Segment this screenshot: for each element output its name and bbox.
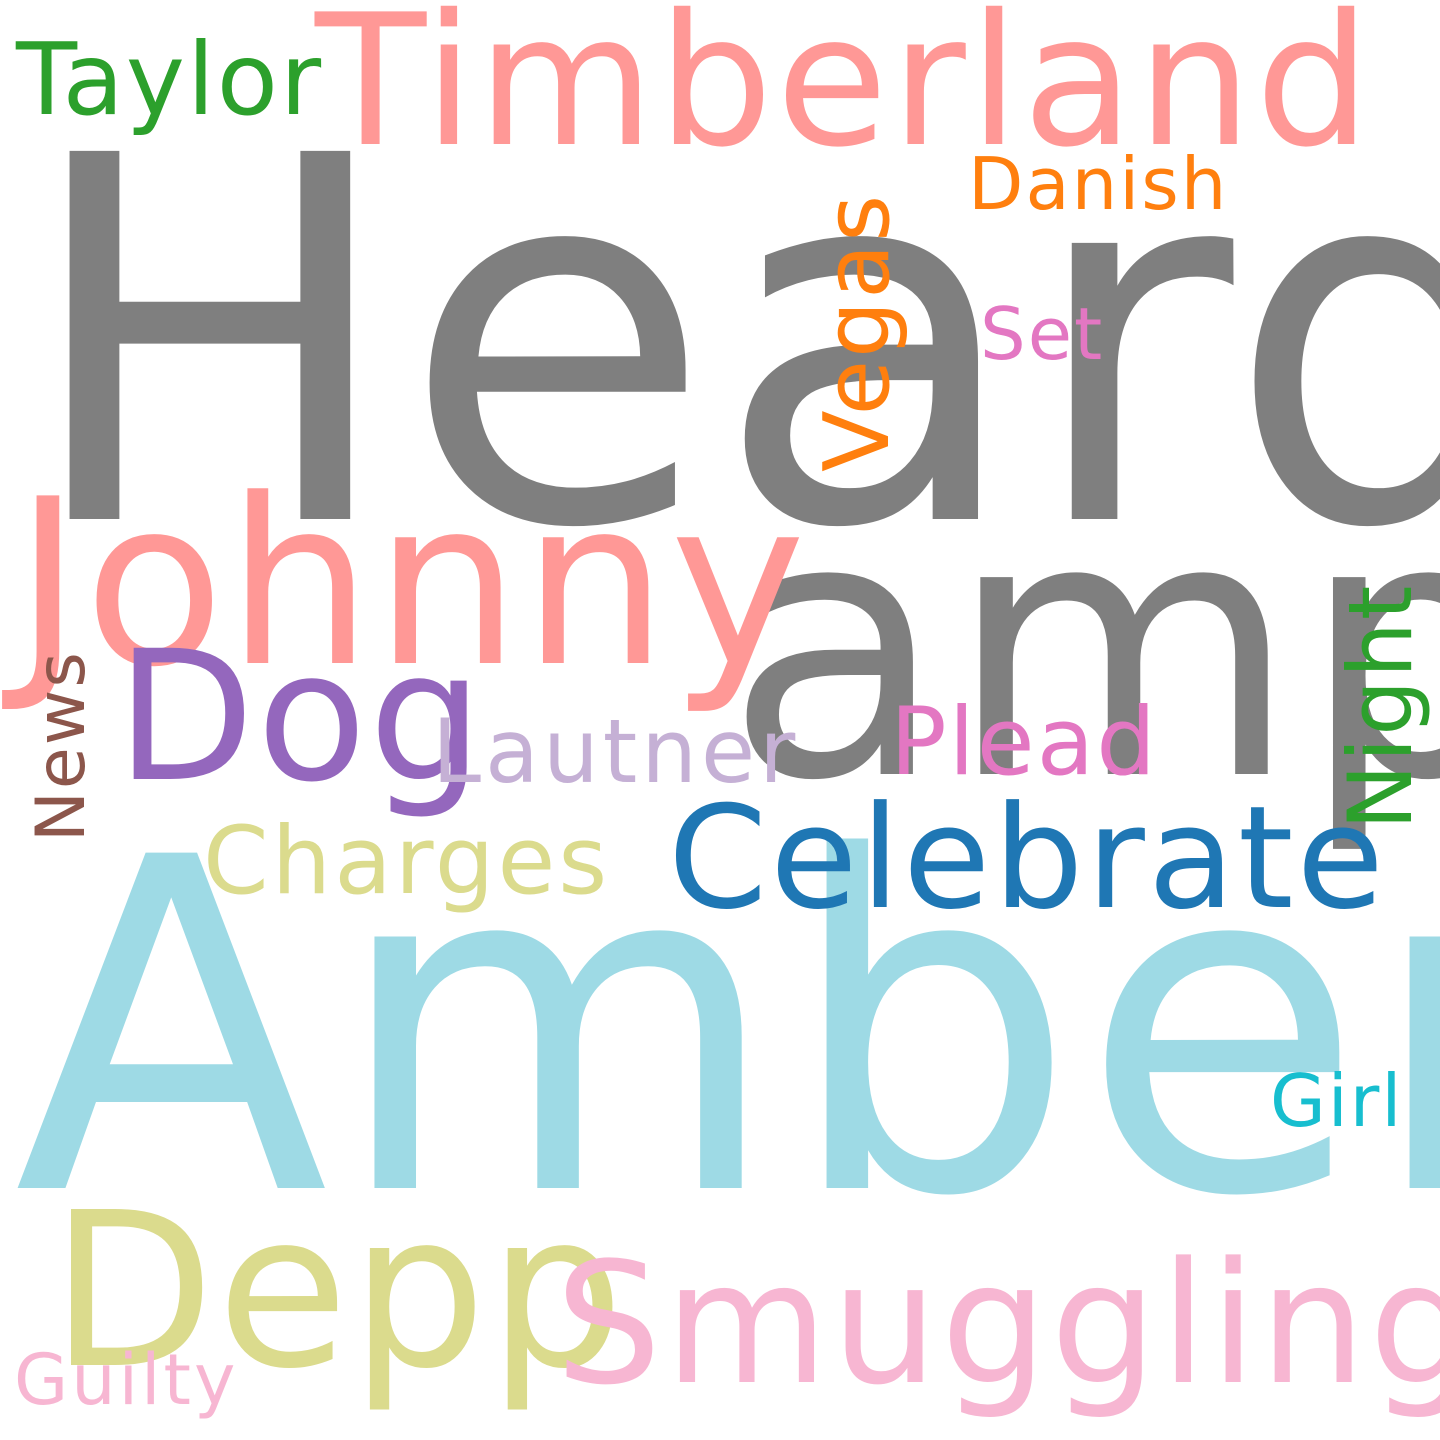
word-depp: Depp: [50, 1167, 627, 1416]
word-lautner: Lautner: [432, 700, 800, 803]
word-johnny: Johnny: [14, 451, 808, 718]
word-celebrate: Celebrate: [668, 776, 1387, 941]
word-vegas: Vegas: [805, 192, 910, 472]
word-heard: Heard: [20, 51, 1440, 639]
word-taylor: Taylor: [16, 21, 324, 138]
word-plead: Plead: [890, 688, 1158, 797]
word-set: Set: [980, 292, 1105, 376]
word-amber: Amber: [14, 762, 1440, 1297]
word-timberland: Timberland: [315, 0, 1374, 187]
word-smuggling: Smuggling: [555, 1226, 1440, 1422]
word-dog: Dog: [116, 613, 485, 822]
word-girl: Girl: [1270, 1059, 1404, 1143]
word-charges: Charges: [203, 807, 611, 916]
word-amp: amp: [725, 440, 1440, 859]
word-guilty: Guilty: [14, 1339, 239, 1421]
word-news: News: [22, 650, 101, 842]
word-danish: Danish: [968, 142, 1229, 226]
